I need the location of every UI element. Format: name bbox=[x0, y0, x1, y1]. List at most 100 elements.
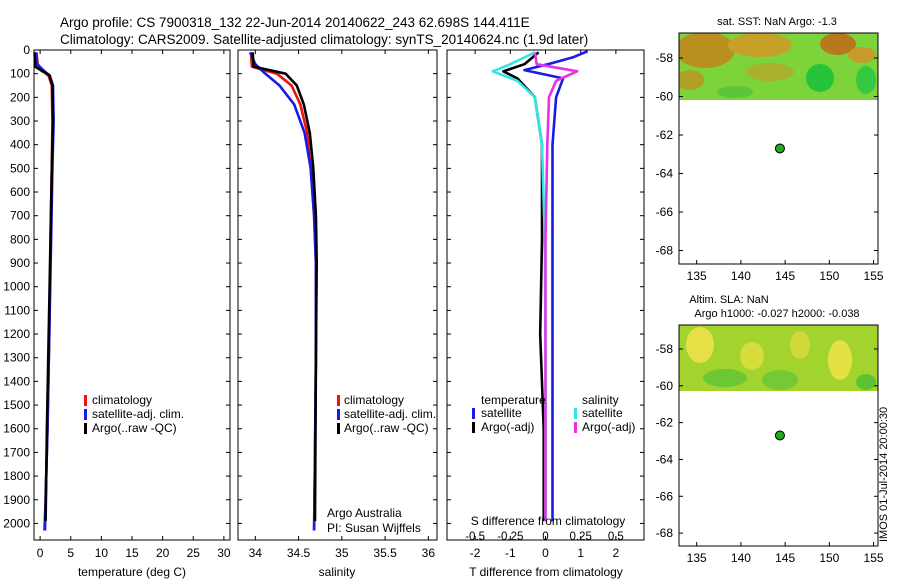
lat-tick-label: -64 bbox=[656, 452, 674, 466]
salinity-panel: 34 34.5 35 35.5 36 salinity climatology sate… bbox=[237, 49, 438, 579]
legend-swatch-climatology bbox=[337, 395, 340, 406]
depth-tick-label: 0 bbox=[23, 43, 30, 57]
sla-low-patch bbox=[762, 370, 798, 390]
sla-high-patch bbox=[740, 342, 764, 370]
depth-tick-label: 400 bbox=[10, 138, 30, 152]
depth-tick-label: 500 bbox=[10, 161, 30, 175]
sla-axes-frame bbox=[678, 324, 879, 547]
sst-cool-patch bbox=[806, 64, 834, 92]
difference-secondary-xlabel: S difference from climatology bbox=[471, 514, 626, 528]
legend-swatch-temp-argo bbox=[472, 422, 475, 433]
legend-swatch-satellite bbox=[84, 409, 87, 420]
sst-warm-patch bbox=[679, 70, 704, 90]
salinity-axes-frame bbox=[237, 49, 438, 541]
difference-xlabel: T difference from climatology bbox=[469, 565, 623, 579]
legend-swatch-temp-satellite bbox=[472, 408, 475, 419]
depth-tick-label: 900 bbox=[10, 256, 30, 270]
sst-ticks: 135 140 145 150 155 -58 -60 -62 -64 -66 -68 bbox=[656, 51, 884, 283]
depth-tick-label: 1600 bbox=[3, 422, 30, 436]
depth-tick-label: 700 bbox=[10, 209, 30, 223]
temperature-panel: 0100200300400500600700800900100011001200… bbox=[3, 43, 231, 579]
lat-tick-label: -62 bbox=[656, 128, 674, 142]
sla-high-patch bbox=[828, 340, 852, 380]
temperature-legend: climatology satellite-adj. clim. Argo(..… bbox=[84, 393, 184, 435]
series-line bbox=[533, 52, 579, 522]
legend-label-climatology: climatology bbox=[92, 393, 152, 407]
series-line bbox=[251, 52, 319, 522]
salinity-lines bbox=[248, 51, 319, 531]
lon-tick-label: 145 bbox=[775, 551, 795, 565]
depth-tick-label: 600 bbox=[10, 185, 30, 199]
sla-data-field bbox=[679, 325, 878, 391]
depth-tick-label: 1000 bbox=[3, 280, 30, 294]
sst-cool-patch bbox=[856, 66, 876, 94]
x-tick-label: 35 bbox=[335, 546, 349, 560]
x-tick-label: 25 bbox=[187, 546, 201, 560]
lat-tick-label: -66 bbox=[656, 205, 674, 219]
lon-tick-label: 150 bbox=[819, 269, 839, 283]
sla-map-subtitle: Argo h1000: -0.027 h2000: -0.038 bbox=[694, 308, 859, 320]
secondary-tick-label: -0.25 bbox=[497, 531, 523, 543]
figure-title-line2: Climatology: CARS2009. Satellite-adjuste… bbox=[60, 32, 588, 47]
sst-warm-patch bbox=[848, 47, 876, 63]
depth-tick-label: 800 bbox=[10, 232, 30, 246]
sla-low-patch bbox=[703, 369, 747, 387]
difference-legend: temperature satellite Argo(-adj) salinit… bbox=[472, 393, 635, 434]
x-tick-label: 34 bbox=[249, 546, 263, 560]
legend-label-climatology: climatology bbox=[344, 393, 404, 407]
temperature-depth-ticks: 0 100 200 300 400 500 600 700 800 900 1000 1100 1200… bbox=[3, 43, 230, 530]
lat-tick-label: -60 bbox=[656, 379, 674, 393]
sst-warm-patch bbox=[728, 33, 792, 57]
sla-low-patch bbox=[856, 374, 876, 390]
x-tick-label: 0 bbox=[542, 546, 549, 560]
depth-tick-label: 200 bbox=[10, 90, 30, 104]
lat-tick-label: -66 bbox=[656, 489, 674, 503]
x-tick-label: 1 bbox=[577, 546, 584, 560]
figure-title-line1: Argo profile: CS 7900318_132 22-Jun-2014… bbox=[60, 15, 530, 30]
x-tick-label: 20 bbox=[156, 546, 170, 560]
legend-group-salinity: salinity bbox=[582, 393, 619, 407]
legend-label-satellite: satellite-adj. clim. bbox=[92, 407, 184, 421]
legend-label-temp-satellite: satellite bbox=[481, 406, 522, 420]
legend-label-sal-satellite: satellite bbox=[582, 406, 623, 420]
x-tick-label: 30 bbox=[217, 546, 231, 560]
sla-high-patch bbox=[790, 331, 810, 359]
x-tick-label: -2 bbox=[470, 546, 481, 560]
salinity-depth-ticks bbox=[238, 49, 437, 524]
sst-warm-patch bbox=[746, 63, 794, 81]
temperature-lines bbox=[33, 52, 55, 531]
x-tick-label: 36 bbox=[422, 546, 436, 560]
temperature-x-ticks: 0 5 10 15 20 25 30 bbox=[37, 50, 231, 560]
sla-map-title: Altim. SLA: NaN bbox=[689, 294, 769, 306]
lat-tick-label: -60 bbox=[656, 90, 674, 104]
temperature-axes-frame bbox=[33, 49, 231, 541]
lat-tick-label: -58 bbox=[656, 51, 674, 65]
legend-swatch-climatology bbox=[84, 395, 87, 406]
series-line bbox=[523, 50, 589, 522]
salinity-xlabel: salinity bbox=[319, 565, 356, 579]
secondary-tick-label: 0.25 bbox=[569, 531, 591, 543]
legend-label-argo: Argo(..raw -QC) bbox=[344, 421, 429, 435]
depth-tick-label: 1300 bbox=[3, 351, 30, 365]
legend-swatch-argo bbox=[337, 423, 340, 434]
depth-tick-label: 100 bbox=[10, 67, 30, 81]
attribution-line1: Argo Australia bbox=[327, 506, 402, 520]
temperature-xlabel: temperature (deg C) bbox=[78, 565, 186, 579]
legend-label-argo: Argo(..raw -QC) bbox=[92, 421, 177, 435]
salinity-x-ticks: 34 34.5 35 35.5 36 bbox=[249, 50, 436, 560]
lat-tick-label: -62 bbox=[656, 416, 674, 430]
lat-tick-label: -64 bbox=[656, 167, 674, 181]
secondary-tick-label: 0.5 bbox=[608, 531, 624, 543]
difference-secondary-ticks: -0.5 -0.25 0 0.25 0.5 bbox=[465, 531, 624, 543]
legend-group-temperature: temperature bbox=[481, 393, 546, 407]
sst-map-panel: sat. SST: NaN Argo: -1.3 135 140 145 150 155… bbox=[656, 16, 884, 283]
difference-lines bbox=[491, 50, 589, 522]
difference-depth-ticks bbox=[447, 49, 644, 524]
imos-timestamp: IMOS 01-Jul-2014 20:00:30 bbox=[878, 407, 890, 542]
sst-data-field bbox=[679, 33, 878, 100]
legend-label-sal-argo: Argo(-adj) bbox=[582, 420, 635, 434]
lon-tick-label: 140 bbox=[731, 269, 751, 283]
legend-swatch-satellite bbox=[337, 409, 340, 420]
x-tick-label: 34.5 bbox=[287, 546, 311, 560]
